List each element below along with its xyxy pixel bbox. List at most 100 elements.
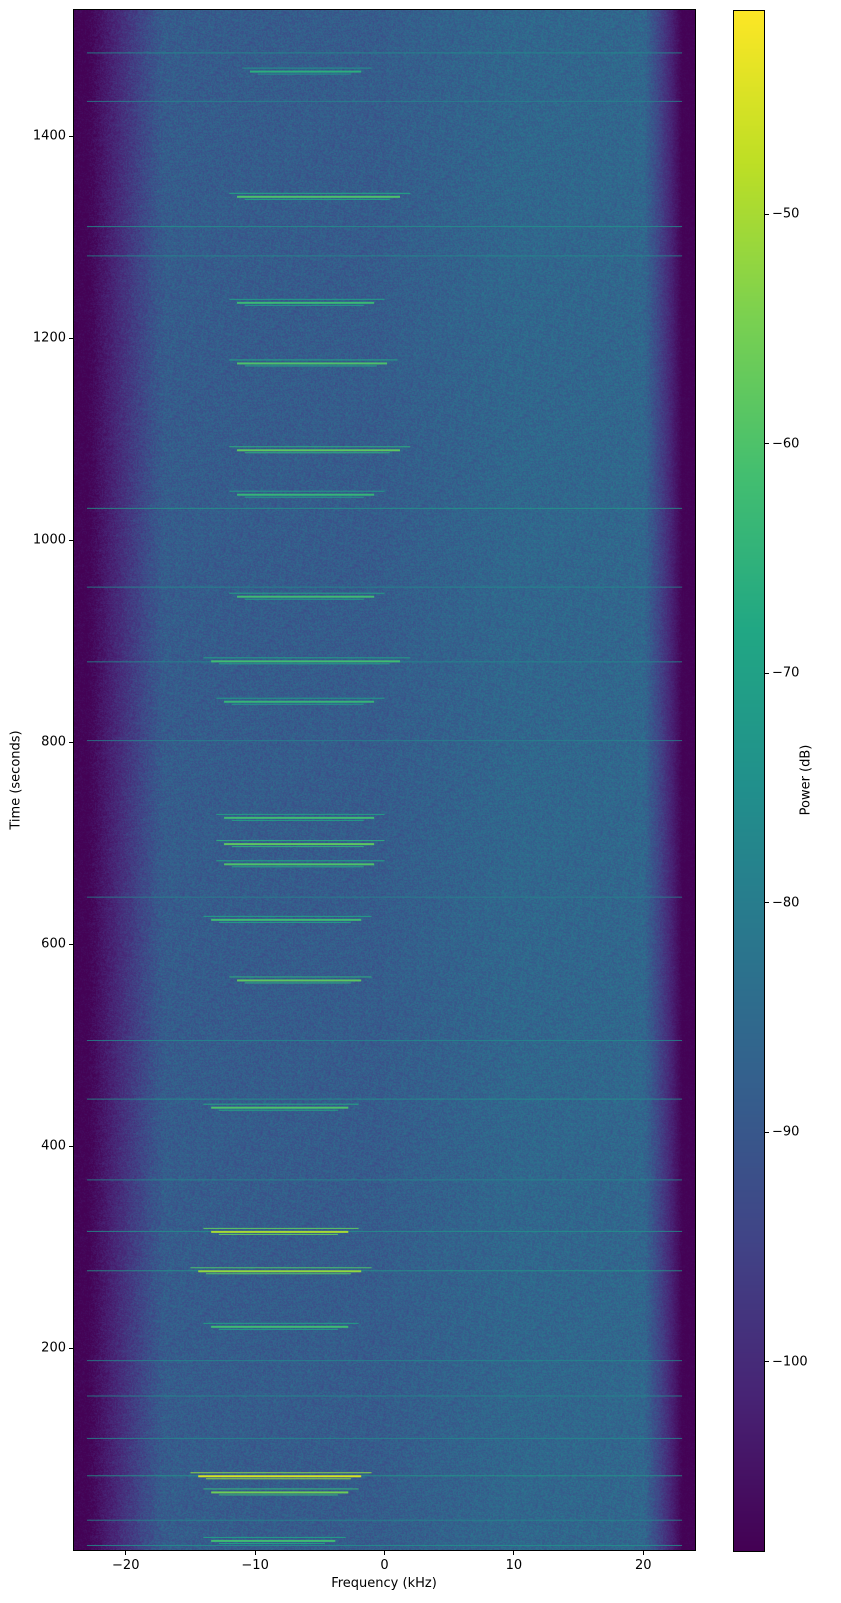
y-tick-label: 200	[41, 1340, 66, 1356]
burst-overlay	[86, 52, 683, 1546]
colorbar-tick-mark	[764, 672, 769, 674]
narrowband-burst	[211, 1106, 349, 1109]
broadband-line	[86, 740, 683, 742]
narrowband-burst	[231, 846, 364, 848]
broadband-line	[86, 1475, 683, 1477]
colorbar-tick-mark	[764, 1131, 769, 1133]
narrowband-burst	[216, 697, 385, 699]
spectrogram-plot	[74, 10, 695, 1550]
narrowband-burst	[244, 304, 364, 306]
narrowband-burst	[218, 1233, 338, 1235]
narrowband-burst	[190, 1267, 372, 1269]
narrowband-burst	[242, 67, 372, 69]
narrowband-burst	[198, 1475, 362, 1478]
narrowband-burst	[237, 362, 388, 365]
narrowband-burst	[218, 1494, 338, 1496]
narrowband-burst	[205, 1478, 351, 1480]
narrowband-burst	[244, 365, 377, 367]
narrowband-burst	[229, 976, 372, 978]
narrowband-burst	[203, 1227, 359, 1229]
colorbar-tick-mark	[764, 213, 769, 215]
narrowband-burst	[244, 496, 364, 498]
x-tick-mark	[513, 1550, 515, 1555]
y-axis-label: Time (seconds)	[8, 730, 24, 830]
narrowband-burst	[198, 1270, 362, 1273]
narrowband-burst	[211, 1491, 349, 1494]
narrowband-burst	[211, 1539, 336, 1542]
broadband-line	[86, 1395, 683, 1397]
narrowband-burst	[237, 979, 362, 982]
colorbar-tick-label: −90	[772, 1124, 800, 1140]
narrowband-burst	[211, 1325, 349, 1328]
narrowband-burst	[237, 595, 375, 598]
colorbar-tick-mark	[764, 902, 769, 904]
x-tick-mark	[384, 1550, 385, 1555]
broadband-line	[86, 100, 683, 102]
narrowband-burst	[203, 1322, 359, 1324]
broadband-line	[86, 1544, 683, 1546]
broadband-line	[86, 507, 683, 509]
broadband-line	[86, 896, 683, 898]
y-tick-mark	[69, 1347, 74, 1349]
narrowband-burst	[257, 73, 351, 75]
narrowband-burst	[229, 298, 385, 300]
y-tick-label: 1400	[32, 128, 66, 144]
colorbar-tick-label: −100	[772, 1354, 808, 1370]
narrowband-burst	[229, 359, 398, 361]
narrowband-burst	[216, 860, 385, 862]
broadband-line	[86, 255, 683, 257]
narrowband-burst	[229, 446, 411, 448]
x-tick-label: 10	[505, 1558, 523, 1573]
narrowband-burst	[229, 490, 385, 492]
broadband-line	[86, 586, 683, 588]
x-axis-label: Frequency (kHz)	[331, 1576, 437, 1591]
y-tick-label: 800	[41, 734, 66, 750]
y-tick-label: 1200	[32, 330, 66, 346]
colorbar-tick-label: −60	[772, 436, 800, 452]
x-tick-label: 0	[380, 1558, 389, 1573]
narrowband-burst	[211, 660, 401, 663]
narrowband-burst	[237, 449, 401, 452]
broadband-line	[86, 52, 683, 54]
narrowband-burst	[211, 1230, 349, 1233]
broadband-line	[86, 1360, 683, 1362]
broadband-line	[86, 1179, 683, 1181]
narrowband-burst	[244, 982, 351, 984]
narrowband-burst	[237, 195, 401, 198]
narrowband-burst	[224, 700, 375, 703]
y-tick-label: 400	[41, 1138, 66, 1154]
x-tick-label: −20	[112, 1558, 140, 1573]
y-tick-mark	[69, 741, 74, 743]
broadband-line	[86, 226, 683, 228]
y-tick-label: 1000	[32, 532, 66, 548]
narrowband-burst	[218, 1328, 338, 1330]
narrowband-burst	[203, 657, 411, 659]
x-tick-mark	[642, 1550, 644, 1555]
narrowband-burst	[218, 1109, 338, 1111]
y-tick-mark	[69, 135, 74, 137]
narrowband-burst	[229, 592, 385, 594]
narrowband-burst	[244, 198, 390, 200]
broadband-line	[86, 1230, 683, 1232]
narrowband-burst	[244, 452, 390, 454]
colorbar	[733, 10, 765, 1552]
x-tick-mark	[254, 1550, 256, 1555]
colorbar-tick-label: −80	[772, 895, 800, 911]
x-tick-label: 20	[634, 1558, 652, 1573]
narrowband-burst	[218, 663, 390, 665]
narrowband-burst	[249, 70, 362, 73]
narrowband-burst	[231, 866, 364, 868]
y-tick-mark	[69, 539, 74, 541]
narrowband-burst	[216, 813, 385, 815]
y-tick-mark	[69, 1145, 74, 1147]
colorbar-gradient	[734, 11, 764, 1551]
narrowband-burst	[231, 819, 364, 821]
colorbar-tick-mark	[764, 443, 769, 445]
narrowband-burst	[216, 840, 385, 842]
colorbar-tick-label: −70	[772, 665, 800, 681]
narrowband-burst	[224, 863, 375, 866]
narrowband-burst	[244, 598, 364, 600]
broadband-line	[86, 1098, 683, 1100]
colorbar-tick-label: −50	[772, 206, 800, 222]
narrowband-burst	[237, 493, 375, 496]
